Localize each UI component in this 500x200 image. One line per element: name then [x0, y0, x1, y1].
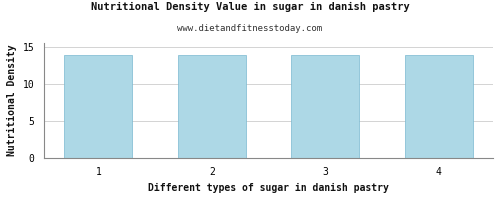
- Y-axis label: Nutritional Density: Nutritional Density: [7, 45, 17, 156]
- Bar: [64, 55, 132, 158]
- Bar: [291, 55, 359, 158]
- Bar: [178, 55, 246, 158]
- Text: www.dietandfitnesstoday.com: www.dietandfitnesstoday.com: [178, 24, 322, 33]
- Bar: [404, 55, 472, 158]
- Text: Nutritional Density Value in sugar in danish pastry: Nutritional Density Value in sugar in da…: [90, 2, 409, 12]
- X-axis label: Different types of sugar in danish pastry: Different types of sugar in danish pastr…: [148, 183, 389, 193]
